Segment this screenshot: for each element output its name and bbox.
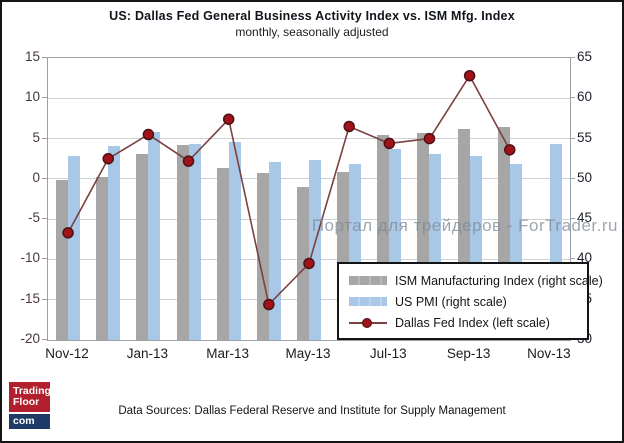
gridline	[48, 138, 570, 140]
right-axis-tickmark	[570, 137, 575, 139]
left-axis-tickmark	[42, 258, 47, 260]
line-marker-mar-13	[222, 113, 235, 125]
legend-item-label: Dallas Fed Index (left scale)	[395, 315, 550, 330]
data-sources-note: Data Sources: Dallas Federal Reserve and…	[118, 405, 506, 417]
x-axis-tick-label: Nov-13	[527, 346, 571, 361]
dallas-fed-line	[62, 69, 516, 311]
right-axis-tick-label: 65	[577, 49, 593, 64]
left-axis-tickmark	[42, 339, 47, 340]
left-axis-tickmark	[42, 218, 47, 220]
x-axis-tick-label: Jul-13	[369, 346, 407, 361]
line-marker-sep-13	[463, 69, 476, 82]
bar-pmi-mar-13	[228, 141, 241, 340]
bar-pmi-may-13	[309, 160, 321, 340]
right-axis-tickmark	[570, 177, 575, 179]
x-axis-tick-label: Nov-12	[45, 346, 89, 361]
right-axis-tickmark	[570, 218, 575, 220]
chart-subtitle: monthly, seasonally adjusted	[235, 25, 389, 39]
bar-pmi-feb-13	[188, 144, 201, 340]
chart-title: US: Dallas Fed General Business Activity…	[109, 9, 515, 23]
x-axis-tick-label: Mar-13	[206, 346, 250, 361]
legend-marker-dot	[362, 317, 372, 328]
x-axis-tick-label: Jan-13	[126, 346, 169, 361]
right-axis-tickmark	[570, 97, 575, 99]
right-axis-tick-label: 55	[577, 129, 593, 145]
line-marker-oct-13	[504, 144, 516, 156]
bar-ism-feb-13	[176, 145, 189, 340]
left-axis-tick-label: -5	[27, 210, 40, 226]
gridline	[48, 97, 570, 99]
line-marker-apr-13	[263, 298, 275, 311]
left-axis-tick-label: 15	[24, 49, 40, 64]
bar-pmi-jan-13	[148, 132, 161, 340]
left-axis-tickmark	[42, 137, 47, 139]
bar-ism-nov-12	[56, 179, 69, 340]
line-marker-dec-12	[102, 152, 114, 165]
bar-ism-mar-13	[216, 168, 229, 340]
line-marker-may-13	[303, 257, 315, 270]
right-axis-tick-label: 45	[577, 210, 593, 226]
right-axis-tickmark	[570, 57, 575, 58]
left-axis-tickmark	[42, 298, 47, 300]
bar-ism-apr-13	[256, 173, 269, 340]
legend-item-dallas: Dallas Fed Index (left scale)	[349, 312, 587, 333]
line-marker-feb-13	[182, 155, 195, 167]
right-axis-tickmark	[570, 258, 575, 260]
right-axis-tick-label: 50	[577, 169, 593, 185]
legend-box: ISM Manufacturing Index (right scale) US …	[337, 262, 603, 340]
logo-bottom-block: com	[9, 414, 50, 429]
right-axis-tick-label: 60	[577, 89, 593, 105]
bar-ism-may-13	[297, 186, 309, 340]
line-marker-jan-13	[142, 128, 155, 141]
left-axis-tick-label: -20	[20, 331, 40, 346]
line-marker-aug-13	[423, 132, 436, 145]
left-axis-tickmark	[42, 57, 47, 58]
logo-top-block: Trading Floor	[9, 382, 51, 412]
legend-blue-bar-swatch	[349, 297, 387, 306]
logo-line1: Trading	[13, 385, 51, 397]
line-marker-jul-13	[383, 137, 396, 150]
left-axis-tick-label: 0	[32, 169, 40, 185]
right-axis-tick-label: 40	[577, 250, 593, 266]
line-marker-nov-12	[62, 227, 74, 239]
legend-item-label: US PMI (right scale)	[395, 294, 507, 309]
watermark-text: Портал для трейдеров - ForTrader.ru	[311, 216, 618, 235]
legend-gray-bar-swatch	[349, 276, 387, 285]
tradingfloor-logo: Trading Floor com	[9, 382, 51, 429]
left-axis-tick-label: -10	[20, 250, 40, 266]
line-marker-jun-13	[343, 120, 355, 133]
legend-item-pmi: US PMI (right scale)	[349, 291, 587, 312]
bar-ism-dec-12	[96, 177, 109, 340]
x-axis-tick-label: Sep-13	[446, 346, 491, 361]
legend-item-label: ISM Manufacturing Index (right scale)	[395, 273, 603, 288]
bar-pmi-dec-12	[108, 145, 121, 340]
logo-line2: Floor	[13, 396, 40, 408]
left-axis-tickmark	[42, 97, 47, 99]
bar-ism-jan-13	[136, 153, 149, 340]
bar-pmi-nov-12	[68, 156, 81, 340]
left-axis-tickmark	[42, 177, 47, 179]
left-axis-tick-label: 10	[24, 89, 40, 105]
left-axis-tick-label: 5	[32, 129, 40, 145]
legend-line-swatch	[349, 316, 387, 329]
x-axis-tick-label: May-13	[285, 346, 331, 361]
legend-item-ism: ISM Manufacturing Index (right scale)	[349, 270, 603, 291]
left-axis-tick-label: -15	[20, 290, 40, 306]
